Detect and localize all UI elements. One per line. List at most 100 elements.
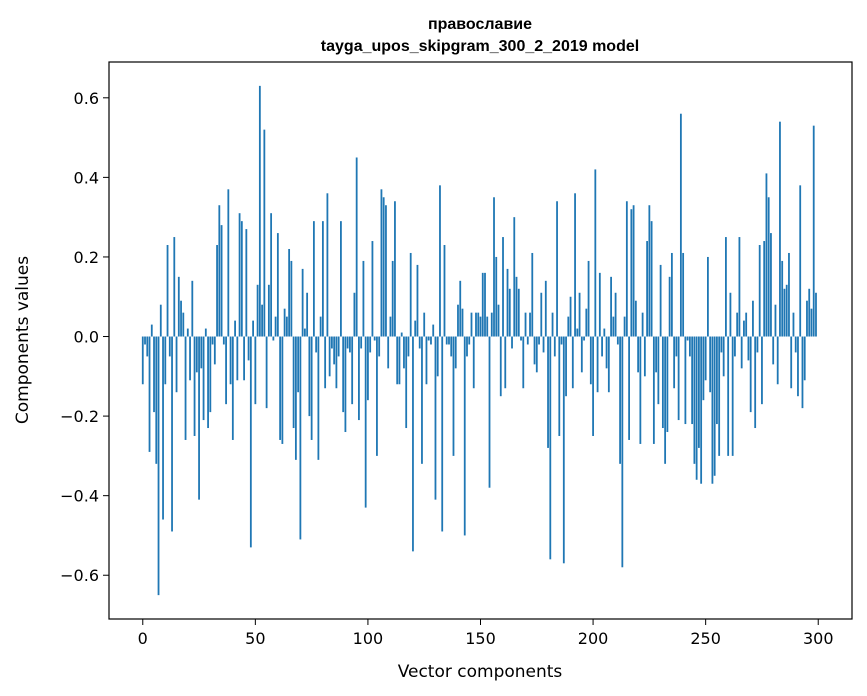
bar xyxy=(592,336,594,436)
bar xyxy=(770,233,772,337)
bar xyxy=(407,336,410,357)
x-tick-label: 200 xyxy=(578,629,609,648)
bar xyxy=(243,336,245,381)
bar xyxy=(292,336,295,429)
bar xyxy=(693,336,696,464)
bar xyxy=(369,336,372,353)
bar xyxy=(535,336,538,373)
bar xyxy=(531,252,534,337)
bar xyxy=(315,336,318,353)
bar xyxy=(144,336,146,345)
bar xyxy=(326,193,329,337)
bar xyxy=(389,316,392,337)
bar xyxy=(567,316,570,337)
bar xyxy=(736,312,739,337)
bar xyxy=(238,213,241,337)
bar xyxy=(632,205,635,337)
bar xyxy=(425,336,428,385)
bar xyxy=(502,237,504,337)
bar xyxy=(430,336,432,345)
bar xyxy=(785,284,788,337)
bar xyxy=(551,312,554,337)
bar xyxy=(522,336,525,389)
bar xyxy=(252,320,254,337)
bar xyxy=(164,336,167,385)
bar xyxy=(747,336,750,361)
bar xyxy=(272,336,275,341)
chart-title: православие xyxy=(428,16,532,33)
bar xyxy=(684,336,687,425)
bar xyxy=(204,328,207,337)
bar xyxy=(776,336,779,385)
bar xyxy=(162,336,164,520)
bar xyxy=(436,336,439,377)
bar xyxy=(625,201,628,337)
bar xyxy=(562,336,565,564)
bar xyxy=(718,336,721,456)
bar xyxy=(297,336,300,393)
bar xyxy=(598,272,601,337)
bar xyxy=(418,336,421,349)
bar xyxy=(499,336,502,397)
bar xyxy=(337,336,340,357)
bar xyxy=(788,252,790,337)
bar xyxy=(222,336,225,345)
bar xyxy=(508,288,511,337)
bar xyxy=(454,336,457,369)
bar xyxy=(207,336,209,429)
bar xyxy=(725,237,727,337)
bar xyxy=(227,189,230,337)
bar xyxy=(376,336,378,456)
bar xyxy=(387,336,390,369)
bar xyxy=(549,336,552,560)
bar xyxy=(423,312,426,337)
bar xyxy=(405,336,408,429)
bar xyxy=(603,328,606,337)
bar xyxy=(659,264,662,337)
bar xyxy=(479,316,482,337)
bar xyxy=(806,300,808,337)
bar xyxy=(218,205,221,337)
bar xyxy=(175,336,178,393)
bar xyxy=(317,336,320,460)
bar xyxy=(371,241,374,337)
bar xyxy=(585,308,588,337)
bar xyxy=(650,221,653,337)
bar xyxy=(556,201,558,337)
bar xyxy=(517,288,520,337)
bar xyxy=(355,157,358,337)
bar xyxy=(538,336,540,345)
bar xyxy=(686,336,689,341)
bar xyxy=(382,197,385,337)
bar xyxy=(211,336,214,345)
bar xyxy=(540,292,543,337)
bar xyxy=(569,296,572,337)
bar xyxy=(362,260,365,337)
bar xyxy=(544,280,547,337)
bar xyxy=(542,336,545,353)
bar xyxy=(364,336,367,508)
bar xyxy=(457,304,459,337)
y-tick-label: −0.4 xyxy=(60,487,99,506)
bar xyxy=(229,336,232,385)
bar xyxy=(589,336,592,385)
bar xyxy=(463,336,466,536)
bar xyxy=(394,201,396,337)
bar xyxy=(553,336,556,357)
bar xyxy=(191,280,194,337)
bar xyxy=(743,320,745,337)
bar xyxy=(299,336,302,540)
y-axis-ticks: −0.6 −0.4 −0.2 0.0 0.2 0.4 0.6 xyxy=(60,89,109,585)
bar xyxy=(815,292,817,337)
bar xyxy=(308,336,311,417)
bar xyxy=(801,336,804,409)
x-tick-label: 50 xyxy=(245,629,265,648)
bar xyxy=(459,280,462,337)
bar xyxy=(225,336,227,405)
bar xyxy=(767,197,770,337)
bar xyxy=(472,336,475,389)
bar xyxy=(231,336,234,440)
bar xyxy=(247,336,250,361)
bar xyxy=(421,336,423,464)
bar xyxy=(623,316,626,337)
